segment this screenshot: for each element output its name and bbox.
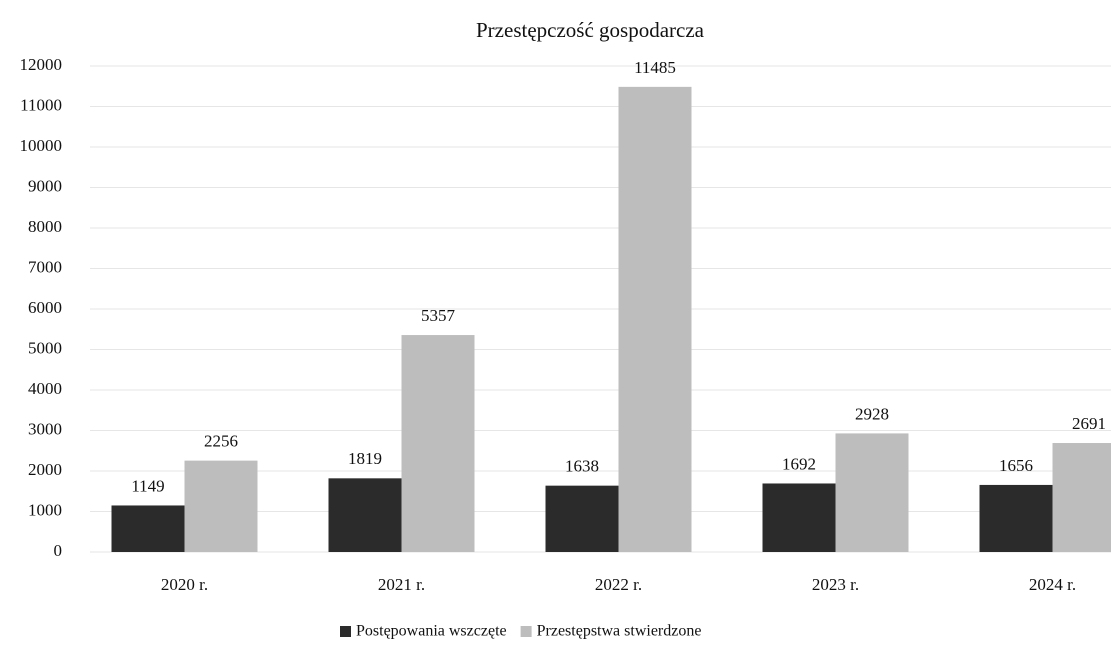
legend-swatch [520, 626, 532, 637]
x-tick-label: 2023 r. [812, 575, 859, 594]
value-label: 1819 [348, 449, 382, 468]
value-label: 2256 [204, 432, 238, 451]
y-tick-label: 4000 [28, 379, 62, 398]
y-tick-label: 12000 [20, 55, 63, 74]
y-tick-label: 0 [54, 541, 63, 560]
y-tick-label: 10000 [20, 136, 63, 155]
y-tick-label: 3000 [28, 419, 62, 438]
bar [835, 433, 909, 552]
y-tick-label: 9000 [28, 176, 62, 195]
bar [762, 483, 836, 552]
x-tick-label: 2021 r. [378, 575, 425, 594]
value-label: 2928 [855, 404, 889, 423]
bar [111, 505, 185, 552]
y-tick-label: 11000 [20, 95, 62, 114]
legend-label: Postępowania wszczęte [356, 623, 507, 640]
bar [184, 460, 258, 552]
value-label: 1638 [565, 457, 599, 476]
value-label: 1149 [131, 476, 164, 495]
value-label: 1656 [999, 456, 1033, 475]
y-tick-label: 6000 [28, 298, 62, 317]
bar [401, 335, 475, 552]
bar [328, 478, 402, 552]
x-tick-label: 2020 r. [161, 575, 208, 594]
bar [979, 484, 1053, 552]
value-label: 5357 [421, 306, 456, 325]
y-tick-label: 5000 [28, 338, 62, 357]
y-tick-label: 7000 [28, 257, 62, 276]
x-tick-label: 2022 r. [595, 575, 642, 594]
chart-title: Przestępczość gospodarcza [476, 18, 705, 42]
bar [545, 485, 619, 552]
y-tick-label: 2000 [28, 460, 62, 479]
legend-swatch [340, 626, 351, 637]
legend-label: Przestępstwa stwierdzone [537, 623, 702, 640]
bar [1052, 443, 1111, 552]
value-label: 11485 [634, 58, 676, 77]
value-label: 2691 [1072, 414, 1106, 433]
value-label: 1692 [782, 454, 816, 473]
y-tick-label: 8000 [28, 217, 62, 236]
bar [618, 86, 692, 553]
x-tick-label: 2024 r. [1029, 575, 1076, 594]
y-tick-label: 1000 [28, 500, 62, 519]
